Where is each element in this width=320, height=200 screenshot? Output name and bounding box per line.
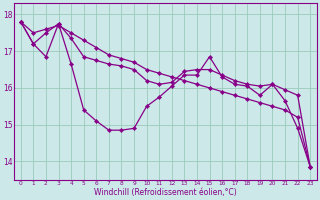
X-axis label: Windchill (Refroidissement éolien,°C): Windchill (Refroidissement éolien,°C) bbox=[94, 188, 237, 197]
